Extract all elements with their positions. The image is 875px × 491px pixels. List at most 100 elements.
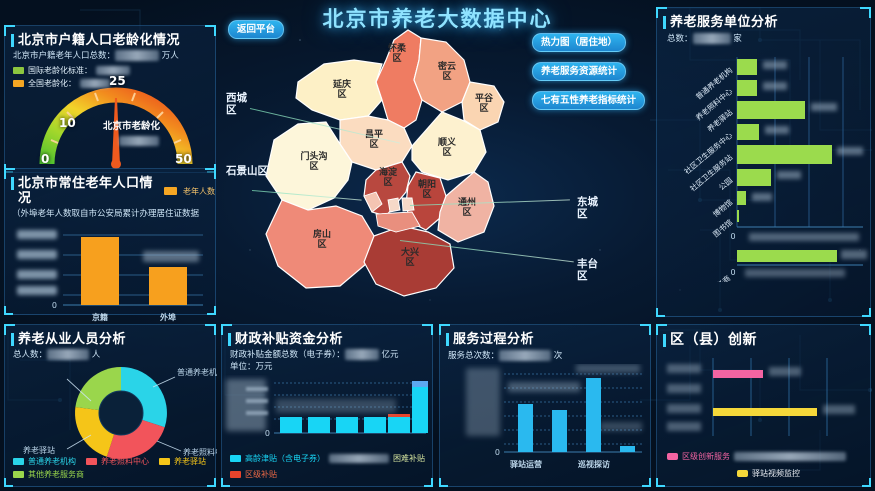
unit-bar-museum bbox=[737, 191, 746, 205]
legend-label-other: 其他养老服务商 bbox=[28, 470, 84, 479]
legend-chip-national bbox=[13, 80, 24, 87]
panel-staff-analysis: 养老从业人员分析 总人数： 人 普通养老机构 养老照 bbox=[4, 324, 217, 487]
aging-gauge: 0 10 25 50 北京市老龄化 bbox=[31, 64, 201, 172]
legend-label-ordinary: 普通养老机构 bbox=[28, 457, 76, 466]
subsidy-y-zero-tick: 0 bbox=[265, 429, 270, 438]
unit-bar-clinic-stn bbox=[737, 145, 832, 164]
panel-title-service-process: 服务过程分析 bbox=[446, 332, 650, 347]
unit-bar-library bbox=[737, 210, 739, 222]
unit-bar-carecenter bbox=[737, 80, 757, 96]
service-process-bar-chart: 0 驿站运营 巡视探访 bbox=[466, 364, 642, 469]
legend-district-subsidy: 区级补贴 bbox=[230, 469, 277, 480]
map-district-xicheng[interactable] bbox=[387, 197, 401, 213]
service-total-unit: 次 bbox=[553, 351, 563, 361]
subsidy-bar-5 bbox=[388, 417, 410, 433]
units-total-label: 总数： bbox=[667, 34, 693, 44]
unit-bar-station bbox=[737, 101, 805, 119]
map-outer-label-shijingshan: 石景山区 bbox=[226, 165, 268, 177]
legend-label-carecenter: 养老照料中心 bbox=[101, 457, 149, 466]
unit-bar-clinic-ctr bbox=[737, 124, 759, 140]
panel-household-aging: 北京市户籍人口老龄化情况 北京市户籍老年人口总数： 万人 国际老龄化标准： 全国… bbox=[4, 25, 216, 173]
donut-callout-station: 养老驿站 bbox=[23, 445, 55, 455]
legend-video-monitor: 驿站视频监控 bbox=[737, 468, 800, 479]
subsidy-bar-4 bbox=[364, 417, 386, 433]
legend-staff-carecenter: 养老照料中心 bbox=[86, 456, 149, 467]
map-label-shunyi: 顺义区 bbox=[437, 138, 456, 158]
subsidy-bar-1 bbox=[280, 417, 302, 433]
legend-chip-carecenter bbox=[86, 458, 97, 465]
unit-bar-ordinary bbox=[737, 59, 757, 75]
legend-chip-video-monitor bbox=[737, 470, 748, 477]
map-outer-label-dongcheng: 东城区 bbox=[577, 196, 598, 220]
units-cat-museum: 博物馆 bbox=[711, 197, 735, 219]
legend-label-elderly-allowance: 高龄津贴（含电子券） bbox=[245, 454, 325, 463]
gauge-tick-25: 25 bbox=[109, 74, 126, 88]
household-aging-subtitle-label: 北京市户籍老年人口总数： bbox=[13, 51, 116, 61]
panel-service-units: 养老服务单位分析 总数： 家 bbox=[656, 7, 871, 317]
gauge-tick-50: 50 bbox=[175, 152, 192, 166]
subsidy-total-line: 财政补贴金额总数（电子券）： 亿元 bbox=[230, 349, 432, 361]
map-label-haidian: 海淀区 bbox=[378, 168, 397, 188]
staff-total-line: 总人数： 人 bbox=[13, 349, 215, 361]
map-label-miyun: 密云区 bbox=[437, 62, 456, 82]
service-bar-3 bbox=[586, 378, 601, 452]
back-to-platform-button[interactable]: 返回平台 bbox=[228, 20, 285, 39]
map-label-yanqing: 延庆区 bbox=[332, 80, 351, 100]
legend-chip-international bbox=[13, 67, 24, 74]
legend-chip-elderly-count bbox=[164, 187, 177, 195]
subsidy-bar-chart: 0 bbox=[226, 379, 428, 438]
household-aging-total-value bbox=[115, 50, 160, 61]
legend-label-elderly-count: 老年人数 bbox=[183, 186, 215, 196]
service-cat-patrol-visit: 巡视探访 bbox=[578, 459, 610, 469]
legend-label-international: 国际老龄化标准： bbox=[28, 66, 92, 75]
map-label-pinggu: 平谷区 bbox=[474, 94, 493, 114]
subsidy-bar-3 bbox=[336, 417, 358, 433]
map-label-chaoyang: 朝阳区 bbox=[417, 180, 436, 200]
map-district-dongcheng[interactable] bbox=[401, 197, 415, 212]
panel-corner-decor bbox=[656, 306, 871, 317]
gauge-pointer-label: 北京市老龄化 bbox=[103, 121, 161, 132]
innovation-bar-video-monitor bbox=[713, 408, 817, 416]
map-district-pinggu[interactable] bbox=[461, 81, 505, 131]
subsidy-unit-line: 单位：万元 bbox=[230, 362, 273, 372]
resident-y-zero-tick: 0 bbox=[52, 301, 57, 310]
page-title: 北京市养老大数据中心 bbox=[322, 7, 553, 31]
map-district-fengtai[interactable] bbox=[375, 211, 421, 233]
map-button-resource-stats[interactable]: 养老服务资源统计 bbox=[532, 62, 627, 81]
map-button-heatmap[interactable]: 热力图（居住地） bbox=[532, 33, 627, 52]
resident-elderly-subtitle: （外埠老年人数取自市公安局累计办理居住证数据 bbox=[12, 209, 200, 219]
map-district-tongzhou[interactable] bbox=[437, 171, 495, 243]
units-extra-x-zero-tick: 0 bbox=[730, 268, 735, 277]
map-button-indicator-stats[interactable]: 七有五性养老指标统计 bbox=[532, 91, 646, 110]
donut-callout-ordinary: 普通养老机构 bbox=[177, 367, 217, 377]
units-total-value bbox=[692, 33, 731, 44]
subsidy-total-value bbox=[344, 349, 379, 360]
map-district-shijingshan[interactable] bbox=[363, 191, 383, 213]
household-aging-subtitle-unit: 万人 bbox=[161, 51, 179, 61]
panel-title-household-aging: 北京市户籍人口老龄化情况 bbox=[11, 33, 215, 48]
legend-chip-district-innovation-service bbox=[667, 453, 678, 460]
map-district-yanqing[interactable] bbox=[295, 59, 383, 121]
map-district-miyun[interactable] bbox=[413, 37, 471, 113]
staff-donut-chart: 普通养老机构 养老照料中心 养老驿站 bbox=[23, 367, 217, 459]
map-district-shunyi[interactable] bbox=[411, 111, 487, 181]
service-units-bar-chart: 0 普通养老机构 养老照料中心 养老驿站 社区卫生服务中心 社区卫生服务站 公园… bbox=[682, 57, 867, 282]
resident-elderly-bar-chart: 0 京籍 外埠 bbox=[17, 230, 203, 322]
legend-staff-station: 养老驿站 bbox=[159, 456, 206, 467]
legend-label-national: 全国老龄化： bbox=[28, 79, 76, 88]
legend-chip-ordinary bbox=[13, 458, 24, 465]
subsidy-bar-2 bbox=[308, 417, 330, 433]
beijing-district-map[interactable]: 怀柔区 密云区 延庆区 昌平区 顺义区 平谷区 门头沟区 海淀区 朝阳区 通州区… bbox=[236, 20, 636, 320]
gauge-needle bbox=[112, 98, 120, 165]
map-svg[interactable] bbox=[236, 20, 636, 320]
unit-bar-park bbox=[737, 169, 771, 186]
map-district-chaoyang[interactable] bbox=[405, 171, 447, 231]
legend-chip-station bbox=[159, 458, 170, 465]
household-aging-subtitle: 北京市户籍老年人口总数： 万人 bbox=[13, 50, 215, 62]
gauge-tick-10: 10 bbox=[59, 116, 76, 130]
map-outer-label-xicheng: 西城区 bbox=[226, 92, 247, 116]
gauge-pointer-value bbox=[119, 136, 159, 146]
panel-corner-decor bbox=[439, 476, 651, 487]
legend-chip-elderly-allowance bbox=[230, 455, 241, 462]
map-label-changping: 昌平区 bbox=[364, 130, 383, 150]
